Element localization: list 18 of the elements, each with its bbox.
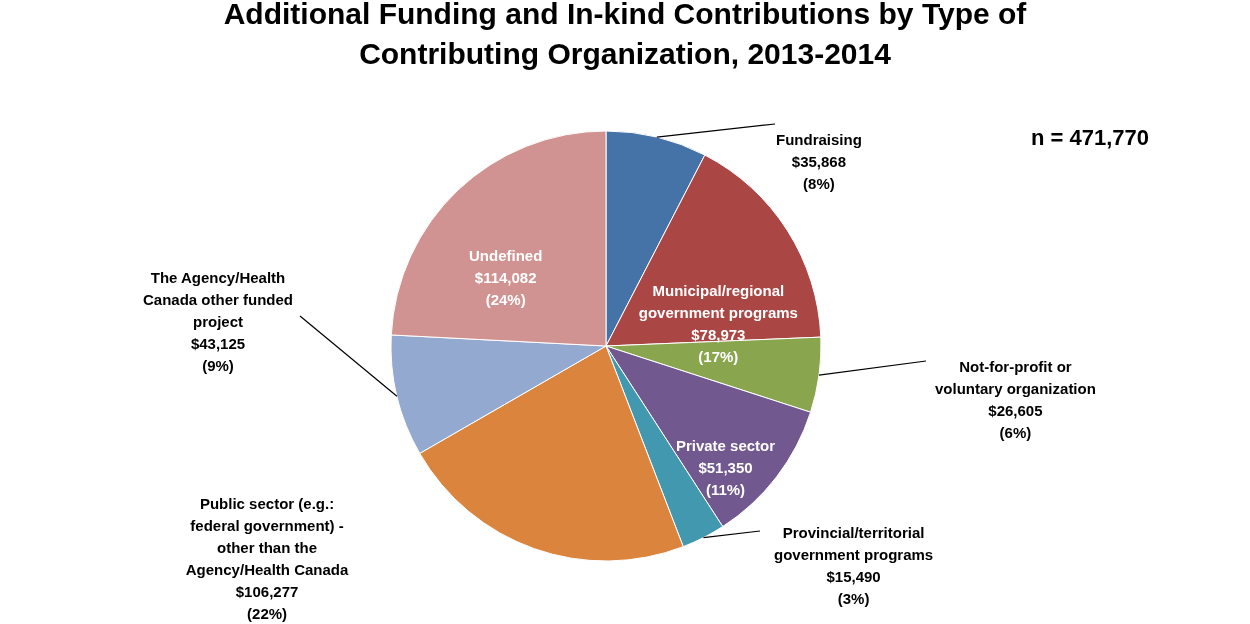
data-label: $106,277 (22%) (235, 583, 299, 623)
slice-label: Undefined (469, 246, 543, 264)
data-label: $35,868 (8%) (791, 153, 847, 193)
slice-label: Fundraising (776, 131, 862, 149)
text: n = 471,770 (1030, 125, 1150, 150)
data-label: $114,082 (24%) (474, 268, 537, 308)
slice-label: Provincial/territorial government programs (773, 523, 934, 563)
slice-label: Public sector (e.g.: federal government) - other than the Agency/Health Canada (185, 495, 349, 579)
data-label: $43,125 (9%) (190, 334, 246, 374)
slice-label: Not-for-profit or voluntary organization (935, 358, 1096, 398)
chart-title: Additional Funding and In-kind Contributions by Type of Contributing Organization, 2013-2014 (223, 0, 1028, 70)
slice-label: The Agency/Health Canada other funded project (142, 268, 293, 330)
slice-label: Private sector (675, 437, 776, 455)
data-label: $15,490 (3%) (826, 567, 881, 607)
slice-label: Municipal/regional government programs (638, 282, 798, 322)
data-label: $26,605 (6%) (988, 402, 1043, 442)
data-label: $78,973 (17%) (691, 326, 746, 366)
data-label: $51,350 (11%) (698, 459, 753, 499)
